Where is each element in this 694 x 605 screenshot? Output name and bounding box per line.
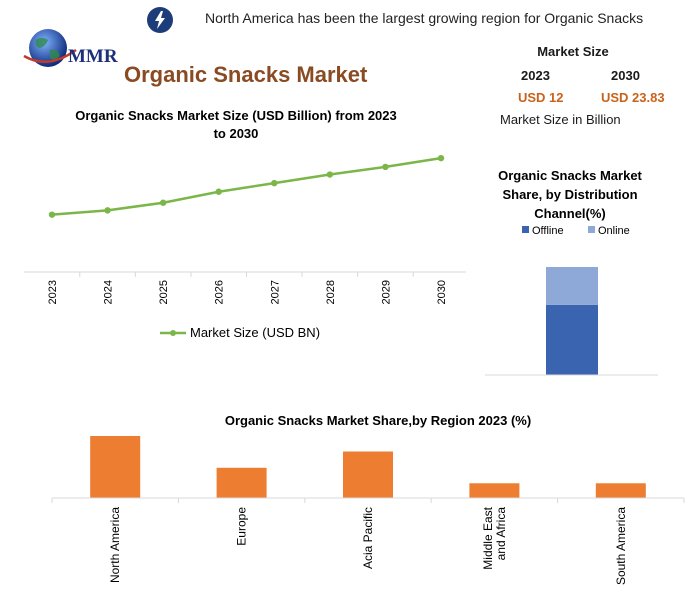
line-chart-point <box>48 211 56 218</box>
region-bar <box>469 483 520 498</box>
year-start: 2023 <box>521 68 550 83</box>
distribution-chart-title-line: Channel(%) <box>534 206 606 221</box>
headline: North America has been the largest growi… <box>205 10 644 26</box>
line-chart-title-line2: to 2030 <box>214 126 259 141</box>
line-chart-point <box>382 163 389 171</box>
line-chart-x-label: 2030 <box>436 280 448 304</box>
region-x-label: Middle East <box>481 506 495 569</box>
distribution-chart: Organic Snacks Market Share, by Distribut… <box>485 168 658 376</box>
distribution-bar-offline <box>546 304 598 375</box>
line-chart-title-line1: Organic Snacks Market Size (USD Billion)… <box>75 108 397 123</box>
region-x-label: South America <box>614 507 628 585</box>
value-start: USD 12 <box>518 90 564 105</box>
market-size-caption: Market Size in Billion <box>500 112 621 127</box>
line-chart-point <box>437 154 445 162</box>
distribution-chart-title-line: Organic Snacks Market <box>498 168 642 183</box>
region-x-label: Acia Pacific <box>361 507 375 569</box>
line-chart-x-label: 2024 <box>103 280 115 304</box>
line-chart-x-label: 2028 <box>325 280 337 304</box>
line-chart-point <box>326 171 334 178</box>
region-chart: Organic Snacks Market Share,by Region 20… <box>51 413 685 585</box>
line-chart-x-label: 2027 <box>269 280 281 304</box>
region-x-label: Europe <box>235 507 249 546</box>
distribution-bar-online <box>546 267 598 305</box>
line-chart-x-label: 2025 <box>158 280 170 304</box>
line-chart-x-label: 2026 <box>214 280 226 304</box>
line-chart-x-label: 2023 <box>47 280 59 304</box>
page-title: Organic Snacks Market <box>124 62 368 87</box>
value-end: USD 23.83 <box>601 90 665 105</box>
distribution-legend-swatch <box>588 226 595 233</box>
line-chart-point <box>104 207 111 214</box>
line-chart-legend-label: Market Size (USD BN) <box>190 325 320 340</box>
region-bar <box>343 451 393 498</box>
distribution-legend-label: Online <box>598 225 630 237</box>
region-x-label: and Africa <box>494 507 508 561</box>
region-chart-title: Organic Snacks Market Share,by Region 20… <box>225 413 531 428</box>
year-end: 2030 <box>611 68 640 83</box>
distribution-legend-label: Offline <box>532 225 564 237</box>
line-chart-point <box>159 199 167 206</box>
lightning-icon <box>146 6 174 34</box>
region-bar <box>216 467 267 498</box>
region-x-label: North America <box>108 507 122 583</box>
region-bar <box>90 436 141 498</box>
logo-text: MMR <box>68 46 118 67</box>
line-chart-legend: Market Size (USD BN) <box>160 325 320 340</box>
line-chart-x-label: 2029 <box>380 280 392 304</box>
line-chart-point <box>215 188 222 195</box>
distribution-chart-title-line: Share, by Distribution <box>502 187 637 202</box>
distribution-legend-swatch <box>522 226 529 233</box>
globe-logo-icon <box>22 26 78 72</box>
region-bar <box>595 483 646 498</box>
market-size-heading: Market Size <box>537 44 609 59</box>
line-chart-series-line <box>51 156 442 216</box>
line-chart-point <box>271 179 278 187</box>
line-chart: Organic Snacks Market Size (USD Billion)… <box>24 108 466 340</box>
